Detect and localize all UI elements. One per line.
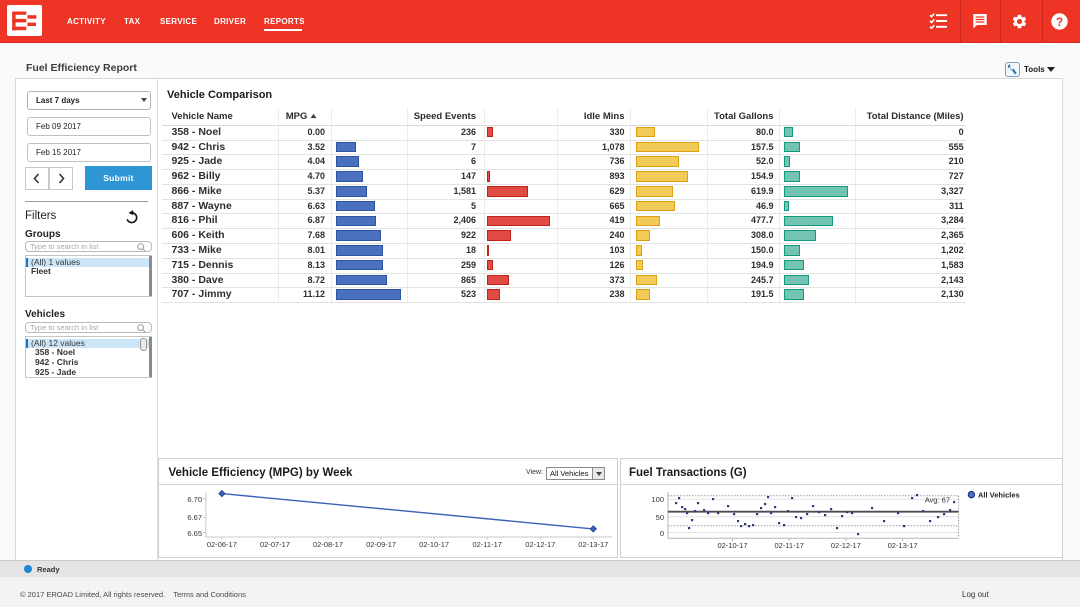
svg-text:Avg: 67: Avg: 67: [925, 496, 950, 505]
svg-text:?: ?: [1056, 15, 1063, 29]
svg-text:All Vehicles: All Vehicles: [978, 491, 1020, 500]
